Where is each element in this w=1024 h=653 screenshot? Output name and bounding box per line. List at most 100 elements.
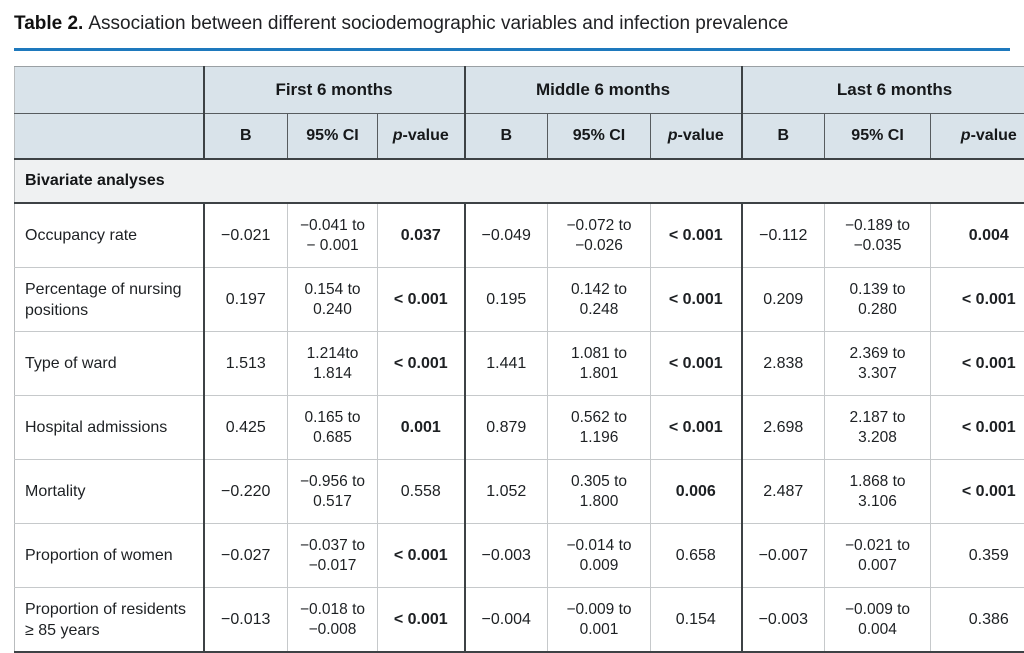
cell-ci: 1.868 to 3.106 [825, 460, 931, 524]
table-row-hospital-admissions: Hospital admissions 0.425 0.165 to 0.685… [15, 396, 1024, 460]
cell-ci: −0.037 to −0.017 [288, 524, 378, 588]
cell-p-value: 0.006 [651, 460, 742, 524]
table-row-mortality: Mortality −0.220 −0.956 to 0.517 0.558 1… [15, 460, 1024, 524]
cell-ci: 0.139 to 0.280 [825, 268, 931, 332]
cell-ci: −0.189 to −0.035 [825, 203, 931, 268]
p-italic: p [393, 127, 403, 144]
table-row-proportion-of-women: Proportion of women −0.027 −0.037 to −0.… [15, 524, 1024, 588]
cell-ci: −0.956 to 0.517 [288, 460, 378, 524]
p-rest: -value [403, 127, 449, 144]
col-header-p-value: p-value [931, 114, 1024, 160]
sub-header-row: B 95% CI p-value B 95% CI p-value B 95% … [15, 114, 1024, 160]
cell-ci: −0.014 to 0.009 [548, 524, 651, 588]
cell-ci: −0.021 to 0.007 [825, 524, 931, 588]
cell-ci: 0.142 to 0.248 [548, 268, 651, 332]
cell-b: −0.003 [742, 588, 825, 653]
row-label: Hospital admissions [15, 396, 204, 460]
cell-ci: −0.009 to 0.001 [548, 588, 651, 653]
col-header-ci: 95% CI [548, 114, 651, 160]
cell-p-value: 0.037 [378, 203, 465, 268]
col-header-b: B [204, 114, 288, 160]
cell-ci: 2.187 to 3.208 [825, 396, 931, 460]
col-header-ci: 95% CI [288, 114, 378, 160]
cell-p-value: 0.658 [651, 524, 742, 588]
cell-b: 1.513 [204, 332, 288, 396]
cell-b: 2.487 [742, 460, 825, 524]
cell-p-value: 0.386 [931, 588, 1024, 653]
row-label: Percentage of nursing positions [15, 268, 204, 332]
cell-b: 0.879 [465, 396, 548, 460]
cell-p-value: < 0.001 [651, 396, 742, 460]
section-label: Bivariate analyses [15, 159, 1024, 203]
cell-b: −0.004 [465, 588, 548, 653]
p-rest: -value [678, 127, 724, 144]
group-header-first-6-months: First 6 months [204, 67, 465, 114]
cell-b: −0.013 [204, 588, 288, 653]
p-rest: -value [971, 127, 1017, 144]
cell-p-value: < 0.001 [651, 203, 742, 268]
cell-ci: 0.562 to 1.196 [548, 396, 651, 460]
cell-b: −0.220 [204, 460, 288, 524]
cell-b: 2.698 [742, 396, 825, 460]
cell-b: −0.049 [465, 203, 548, 268]
cell-ci: −0.009 to 0.004 [825, 588, 931, 653]
col-header-p-value: p-value [378, 114, 465, 160]
cell-b: 1.441 [465, 332, 548, 396]
cell-b: −0.027 [204, 524, 288, 588]
row-label: Occupancy rate [15, 203, 204, 268]
table-row-type-of-ward: Type of ward 1.513 1.214to 1.814 < 0.001… [15, 332, 1024, 396]
cell-p-value: < 0.001 [931, 268, 1024, 332]
cell-b: 2.838 [742, 332, 825, 396]
cell-b: −0.112 [742, 203, 825, 268]
cell-p-value: < 0.001 [378, 588, 465, 653]
cell-p-value: < 0.001 [931, 396, 1024, 460]
p-italic: p [961, 127, 971, 144]
cell-ci: 1.081 to 1.801 [548, 332, 651, 396]
cell-ci: 0.305 to 1.800 [548, 460, 651, 524]
cell-p-value: < 0.001 [651, 332, 742, 396]
p-italic: p [668, 127, 678, 144]
cell-p-value: 0.359 [931, 524, 1024, 588]
cell-p-value: 0.558 [378, 460, 465, 524]
corner-cell [15, 67, 204, 114]
row-label: Proportion of women [15, 524, 204, 588]
table-row-occupancy-rate: Occupancy rate −0.021 −0.041 to − 0.001 … [15, 203, 1024, 268]
cell-p-value: 0.004 [931, 203, 1024, 268]
cell-ci: 0.165 to 0.685 [288, 396, 378, 460]
cell-b: −0.021 [204, 203, 288, 268]
col-header-b: B [742, 114, 825, 160]
table-row-percentage-nursing-positions: Percentage of nursing positions 0.197 0.… [15, 268, 1024, 332]
col-header-b: B [465, 114, 548, 160]
group-header-last-6-months: Last 6 months [742, 67, 1024, 114]
table-title-text: Association between different sociodemog… [88, 13, 788, 34]
cell-ci: 0.154 to 0.240 [288, 268, 378, 332]
cell-b: 0.209 [742, 268, 825, 332]
col-header-ci: 95% CI [825, 114, 931, 160]
cell-ci: 2.369 to 3.307 [825, 332, 931, 396]
cell-ci: 1.214to 1.814 [288, 332, 378, 396]
cell-p-value: < 0.001 [378, 268, 465, 332]
cell-ci: −0.041 to − 0.001 [288, 203, 378, 268]
row-label: Mortality [15, 460, 204, 524]
cell-b: −0.007 [742, 524, 825, 588]
corner-cell [15, 114, 204, 160]
row-label: Proportion of residents ≥ 85 years [15, 588, 204, 653]
table-title-label: Table 2. [14, 13, 83, 34]
cell-p-value: 0.154 [651, 588, 742, 653]
cell-b: 0.197 [204, 268, 288, 332]
group-header-middle-6-months: Middle 6 months [465, 67, 742, 114]
table-row-proportion-residents-85: Proportion of residents ≥ 85 years −0.01… [15, 588, 1024, 653]
table-title: Table 2.Association between different so… [14, 11, 1010, 37]
col-header-p-value: p-value [651, 114, 742, 160]
title-underline [14, 48, 1010, 51]
cell-ci: −0.072 to −0.026 [548, 203, 651, 268]
row-label: Type of ward [15, 332, 204, 396]
cell-ci: −0.018 to −0.008 [288, 588, 378, 653]
cell-b: 1.052 [465, 460, 548, 524]
cell-p-value: < 0.001 [931, 460, 1024, 524]
cell-b: −0.003 [465, 524, 548, 588]
section-row-bivariate-analyses: Bivariate analyses [15, 159, 1024, 203]
cell-p-value: < 0.001 [931, 332, 1024, 396]
cell-b: 0.425 [204, 396, 288, 460]
